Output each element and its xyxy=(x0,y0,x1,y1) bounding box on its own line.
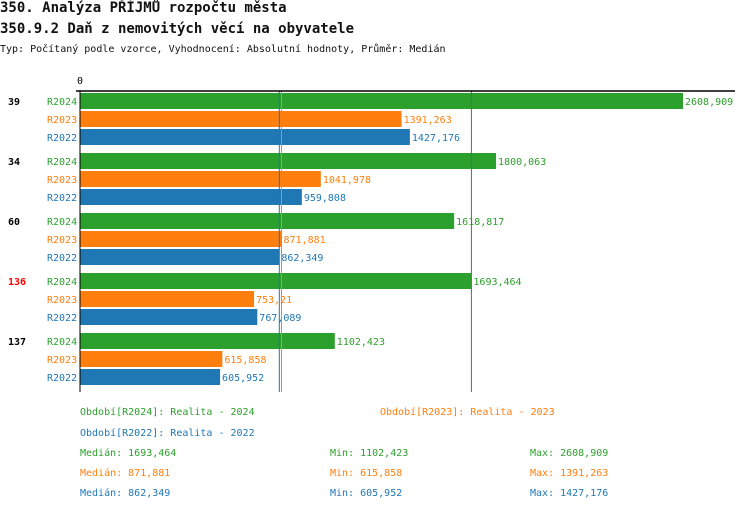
bar xyxy=(80,231,282,247)
series-label: R2023 xyxy=(47,355,77,366)
value-label: 615,858 xyxy=(224,355,266,366)
min-r2022: Min: 605,952 xyxy=(330,488,403,499)
bar xyxy=(80,93,683,109)
group-label: 136 xyxy=(8,277,26,288)
series-label: R2024 xyxy=(47,157,77,168)
series-label: R2022 xyxy=(47,133,77,144)
bar xyxy=(80,291,255,307)
group-label: 34 xyxy=(8,157,20,168)
median-r2023: Medián: 871,881 xyxy=(80,468,171,479)
series-label: R2023 xyxy=(47,115,77,126)
series-label: R2024 xyxy=(47,277,77,288)
value-label: 1800,063 xyxy=(498,157,546,168)
value-label: 959,808 xyxy=(304,193,346,204)
value-label: 871,881 xyxy=(284,235,326,246)
series-label: R2022 xyxy=(47,313,77,324)
max-r2024: Max: 2608,909 xyxy=(530,448,609,459)
bar xyxy=(80,273,472,289)
legend-r2022: Období[R2022]: Realita - 2022 xyxy=(80,428,255,439)
bar xyxy=(80,213,455,229)
value-label: 2608,909 xyxy=(685,97,733,108)
median-r2022: Medián: 862,349 xyxy=(80,488,171,499)
min-r2023: Min: 615,858 xyxy=(330,468,403,479)
bar xyxy=(80,111,402,127)
max-r2023: Max: 1391,263 xyxy=(530,468,609,479)
value-label: 767,089 xyxy=(259,313,301,324)
type-line: Typ: Počítaný podle vzorce, Vyhodnocení:… xyxy=(0,44,446,55)
bar xyxy=(80,351,223,367)
series-label: R2024 xyxy=(47,97,77,108)
group-label: 60 xyxy=(8,217,20,228)
value-label: 1041,978 xyxy=(323,175,371,186)
bar xyxy=(80,333,335,349)
page-title: 350. Analýza PŘÍJMŮ rozpočtu města xyxy=(0,0,287,16)
value-label: 1391,263 xyxy=(404,115,452,126)
median-r2024: Medián: 1693,464 xyxy=(80,448,177,459)
value-label: 862,349 xyxy=(281,253,323,264)
series-label: R2024 xyxy=(47,217,77,228)
value-label: 1102,423 xyxy=(337,337,385,348)
bar xyxy=(80,171,321,187)
series-label: R2023 xyxy=(47,235,77,246)
series-label: R2024 xyxy=(47,337,77,348)
page-subtitle: 350.9.2 Daň z nemovitých věcí na obyvate… xyxy=(0,21,355,37)
value-label: 1693,464 xyxy=(473,277,521,288)
bar xyxy=(80,249,280,265)
bar xyxy=(80,189,302,205)
bar xyxy=(80,129,410,145)
series-label: R2022 xyxy=(47,193,77,204)
value-label: 1427,176 xyxy=(412,133,460,144)
series-label: R2023 xyxy=(47,295,77,306)
value-label: 1618,817 xyxy=(456,217,504,228)
series-label: R2023 xyxy=(47,175,77,186)
bar-chart: 0 39 R2024 2608,909 R2023 1391,263 R2022 1427,1… xyxy=(8,76,735,392)
bar xyxy=(80,369,221,385)
bar xyxy=(80,309,258,325)
value-label: 605,952 xyxy=(222,373,264,384)
series-label: R2022 xyxy=(47,373,77,384)
min-r2024: Min: 1102,423 xyxy=(330,448,409,459)
group-label: 39 xyxy=(8,97,20,108)
group-label: 137 xyxy=(8,337,26,348)
series-label: R2022 xyxy=(47,253,77,264)
max-r2022: Max: 1427,176 xyxy=(530,488,609,499)
value-label: 753,21 xyxy=(256,295,292,306)
legend-r2024: Období[R2024]: Realita - 2024 xyxy=(80,407,255,418)
legend-r2023: Období[R2023]: Realita - 2023 xyxy=(380,407,555,418)
bar xyxy=(80,153,497,169)
x-tick-label: 0 xyxy=(77,76,83,87)
